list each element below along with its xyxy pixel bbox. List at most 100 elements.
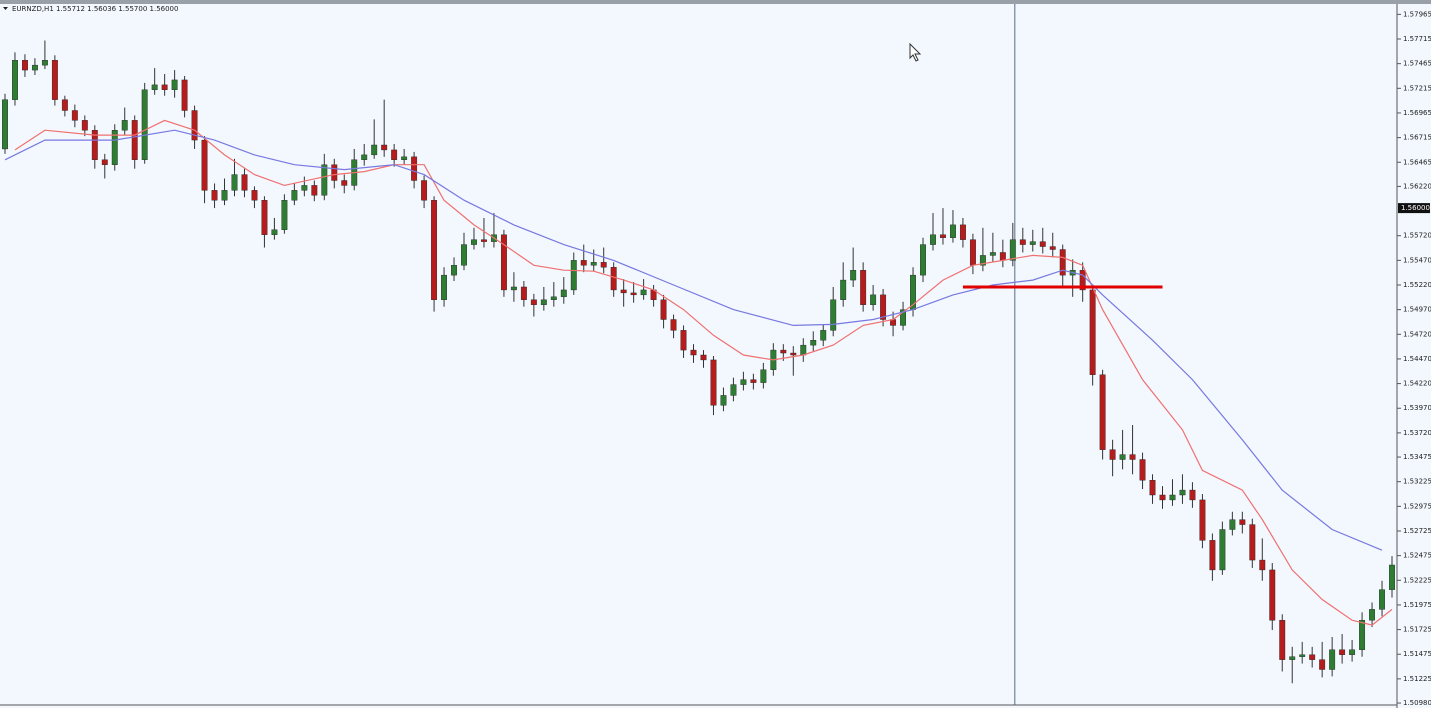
candle-body bbox=[91, 130, 98, 160]
candle-body bbox=[710, 359, 717, 406]
candle-body bbox=[51, 60, 58, 100]
candle-body bbox=[331, 164, 338, 181]
candle-body bbox=[999, 252, 1006, 261]
candle-body bbox=[730, 384, 737, 396]
candle-body bbox=[241, 174, 248, 191]
candle-body bbox=[880, 294, 887, 320]
y-tick-label: 1.56715 bbox=[1403, 134, 1431, 142]
candle-body bbox=[1279, 620, 1286, 660]
candle-body bbox=[231, 174, 238, 191]
y-tick-label: 1.55720 bbox=[1403, 232, 1431, 240]
candle-body bbox=[1089, 289, 1096, 375]
candle-body bbox=[1259, 559, 1266, 571]
candle-body bbox=[1229, 519, 1236, 530]
candle-body bbox=[161, 84, 168, 90]
y-tick-label: 1.55220 bbox=[1403, 281, 1431, 289]
candle-body bbox=[780, 349, 787, 354]
top-border bbox=[0, 0, 1431, 4]
candle-body bbox=[1119, 454, 1126, 460]
moving-average bbox=[14, 119, 1393, 626]
current-price-box bbox=[1398, 203, 1430, 214]
candle-body bbox=[271, 229, 278, 235]
y-tick-label: 1.50980 bbox=[1403, 699, 1431, 707]
candle-body bbox=[830, 299, 837, 331]
y-tick-label: 1.57215 bbox=[1403, 84, 1431, 92]
candle-body bbox=[979, 255, 986, 266]
candle-body bbox=[620, 289, 627, 294]
candle-body bbox=[930, 234, 936, 245]
candle-body bbox=[431, 200, 438, 300]
candle-body bbox=[500, 234, 507, 291]
candle-body bbox=[111, 130, 118, 165]
candle-body bbox=[1379, 589, 1385, 610]
candle-body bbox=[900, 309, 907, 326]
plot-area bbox=[2, 4, 1395, 705]
candle-body bbox=[1349, 649, 1356, 655]
candle-body bbox=[411, 156, 418, 181]
candle-body bbox=[950, 224, 956, 238]
y-tick-label: 1.55470 bbox=[1403, 256, 1431, 264]
candle-body bbox=[1309, 654, 1316, 660]
candle-body bbox=[1149, 480, 1156, 496]
candle-body bbox=[540, 299, 547, 305]
candle-body bbox=[1329, 649, 1336, 670]
candle-body bbox=[660, 299, 667, 320]
candle-body bbox=[790, 352, 797, 356]
candle-body bbox=[860, 270, 867, 305]
candle-body bbox=[760, 369, 767, 383]
menu-arrow bbox=[3, 7, 8, 10]
chart-title: EURNZD,H1 1.55712 1.56036 1.55700 1.5600… bbox=[12, 5, 178, 13]
candle-body bbox=[261, 200, 268, 235]
candle-body bbox=[1159, 494, 1166, 501]
candle-body bbox=[969, 239, 976, 266]
candle-body bbox=[1059, 249, 1066, 276]
candle-body bbox=[31, 64, 38, 71]
candle-body bbox=[959, 224, 966, 240]
candle-body bbox=[22, 60, 28, 71]
candle-body bbox=[401, 156, 408, 160]
candle-body bbox=[989, 252, 996, 256]
candle-body bbox=[461, 244, 467, 266]
candle-body bbox=[201, 139, 208, 191]
candle-body bbox=[12, 60, 18, 100]
candle-body bbox=[570, 260, 577, 291]
candle-body bbox=[221, 190, 228, 201]
candle-body bbox=[1369, 609, 1375, 621]
candle-body bbox=[391, 149, 398, 160]
candle-body bbox=[1039, 241, 1046, 247]
candle-body bbox=[281, 200, 288, 230]
candle-body bbox=[810, 340, 817, 346]
candle-body bbox=[1319, 659, 1326, 670]
candle-body bbox=[441, 274, 447, 300]
candle-body bbox=[301, 185, 308, 191]
moving-average bbox=[4, 129, 1383, 551]
y-tick-label: 1.51975 bbox=[1403, 601, 1431, 609]
candle-body bbox=[361, 154, 368, 160]
candle-body bbox=[1129, 454, 1136, 460]
candle-body bbox=[1019, 239, 1026, 245]
y-tick-label: 1.54970 bbox=[1403, 306, 1431, 314]
candle-body bbox=[820, 330, 827, 341]
candle-body bbox=[1139, 459, 1146, 481]
candle-body bbox=[191, 110, 198, 141]
candle-body bbox=[700, 354, 707, 361]
candle-body bbox=[151, 84, 158, 90]
candle-body bbox=[321, 164, 328, 196]
candle-body bbox=[1209, 540, 1216, 571]
candle-body bbox=[530, 299, 537, 305]
candle-body bbox=[41, 60, 48, 66]
candle-body bbox=[840, 279, 847, 300]
candle-body bbox=[311, 185, 318, 196]
y-tick-label: 1.56965 bbox=[1403, 109, 1431, 117]
candle-body bbox=[550, 296, 557, 300]
candle-body bbox=[940, 234, 946, 238]
candle-body bbox=[580, 260, 587, 266]
y-tick-label: 1.52225 bbox=[1403, 576, 1431, 584]
candle-body bbox=[61, 99, 68, 111]
y-tick-label: 1.52475 bbox=[1403, 552, 1431, 560]
candle-body bbox=[1359, 620, 1366, 650]
candle-body bbox=[471, 239, 477, 245]
candle-body bbox=[181, 79, 188, 111]
